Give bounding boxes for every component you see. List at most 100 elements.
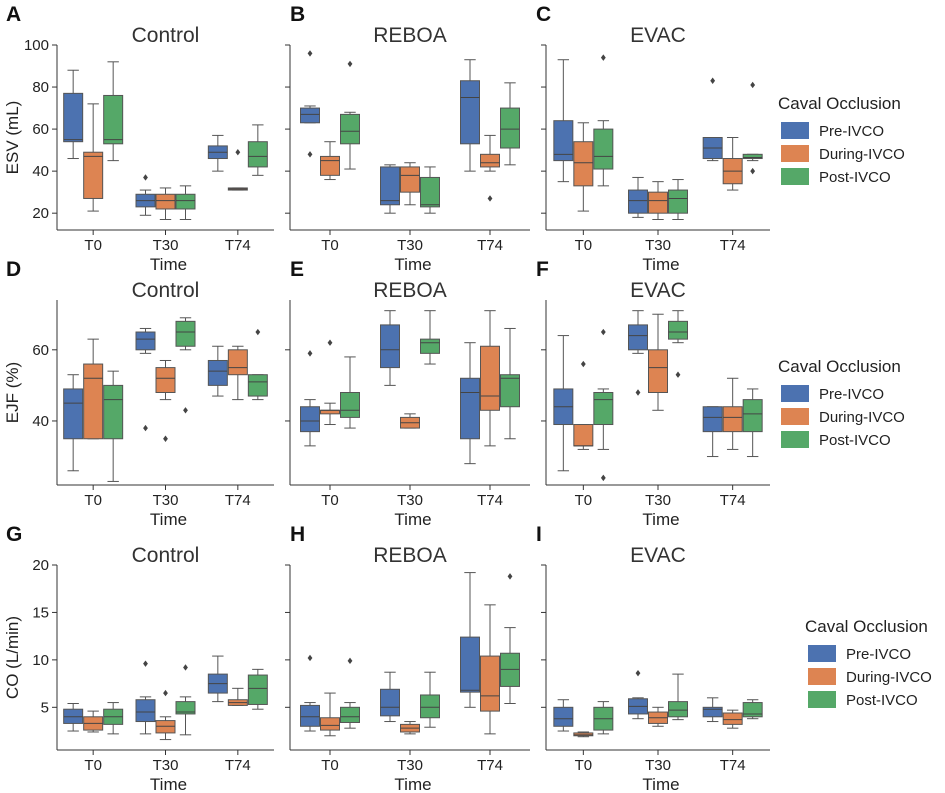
box-during-ivco [227,149,248,191]
iqr-box [668,189,688,214]
box-pre-ivco [380,310,400,386]
outlier-point [507,573,513,580]
box-post-ivco [500,573,520,705]
panel-f: F EVAC T0 T30 T74 Time [536,258,770,529]
legend-label: During-IVCO [819,409,905,426]
box-post-ivco [420,166,440,214]
x-tick-label: T74 [477,492,503,509]
box-during-ivco [480,310,500,447]
panel-g: G Control 5 10 15 20 CO (L/min) T0 T30 T74 Time [3,523,274,793]
box-post-ivco [103,370,124,482]
iqr-box [668,320,688,340]
iqr-box [742,702,763,718]
x-axis-label: Time [394,510,431,529]
box-post-ivco [103,702,124,735]
box-pre-ivco [300,50,320,158]
panel-c: C EVAC T0 T30 T74 Time [536,3,770,274]
panel-letter: A [6,3,21,26]
box-pre-ivco [702,406,723,458]
iqr-box [175,193,196,210]
iqr-box [593,128,614,170]
iqr-box [420,338,440,354]
iqr-box [135,331,156,351]
x-tick-label: T0 [321,492,339,509]
iqr-box [668,701,688,718]
y-tick-label: 100 [24,37,49,54]
legend-label: Post-IVCO [819,432,891,449]
y-tick-label: 60 [32,342,49,359]
legend-swatch [781,431,809,448]
iqr-box [480,153,500,168]
box-during-ivco [480,604,500,735]
x-tick-label: T74 [720,492,746,509]
panel-title: REBOA [373,279,447,302]
iqr-box [722,712,743,725]
iqr-box [135,699,156,723]
iqr-box [593,392,614,426]
box-during-ivco [400,721,420,735]
y-tick-label: 60 [32,121,49,138]
outlier-point [580,360,586,368]
legend-label: During-IVCO [819,146,905,163]
iqr-box [460,377,480,440]
iqr-box [63,92,84,143]
y-tick-label: 80 [32,79,49,96]
iqr-box [103,94,124,145]
y-axis-label: ESV (mL) [3,101,22,175]
outlier-point [635,389,641,396]
box-pre-ivco [135,327,156,432]
outlier-point [307,350,313,357]
iqr-box [247,374,268,397]
box-pre-ivco [553,699,574,732]
box-post-ivco [500,327,520,440]
box-pre-ivco [135,174,156,216]
legend-swatch [781,122,809,139]
iqr-box [702,406,723,433]
box-pre-ivco [63,374,84,472]
panel-i: I EVAC T0 T30 T74 Time [536,523,770,793]
panel-letter: F [536,258,549,281]
box-during-ivco [83,338,104,440]
outlier-point [675,371,681,378]
panel-title: Control [132,279,200,302]
iqr-box [247,141,268,168]
legend-swatch [808,691,836,708]
y-tick-label: 15 [32,604,49,621]
iqr-box [380,166,400,206]
legend-title: Caval Occlusion [805,617,928,636]
y-tick-label: 40 [32,413,49,430]
legend-label: Pre-IVCO [846,646,911,663]
outlier-point [347,60,353,68]
iqr-box [175,701,196,715]
box-post-ivco [668,673,688,721]
iqr-box [340,113,360,145]
box-pre-ivco [380,164,400,214]
x-tick-label: T30 [645,237,671,254]
legend-label: Pre-IVCO [819,386,884,403]
y-axis-label: CO (L/min) [3,616,22,699]
iqr-box [380,688,400,717]
iqr-box [227,349,248,376]
iqr-box [155,193,176,210]
box-during-ivco [320,692,340,737]
box-post-ivco [668,310,688,378]
outlier-point [143,174,148,181]
box-post-ivco [340,356,360,429]
box-pre-ivco [300,654,320,732]
panel-letter: D [6,258,21,281]
iqr-box [83,363,104,440]
iqr-box [420,694,440,719]
iqr-box [722,406,743,433]
iqr-box [320,409,340,415]
iqr-box [320,717,340,731]
iqr-box [340,706,360,723]
box-during-ivco [227,687,248,706]
outlier-point [307,50,313,57]
box-during-ivco [320,141,340,181]
box-post-ivco [742,388,763,458]
box-post-ivco [340,60,360,170]
panel-d: D Control 40 60 EJF (%) T0 T30 T74 Time [3,258,274,529]
iqr-box [702,706,723,718]
iqr-box [628,189,648,214]
panel-title: REBOA [373,544,447,567]
